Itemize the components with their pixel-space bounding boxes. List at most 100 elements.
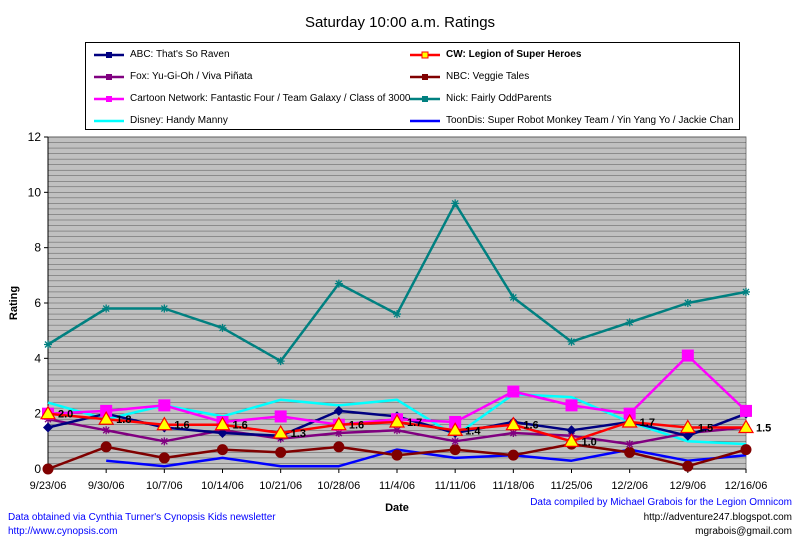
email-address[interactable]: mgrabois@gmail.com (695, 526, 792, 537)
data-label: 1.6 (523, 420, 538, 432)
series-2-point (330, 416, 347, 431)
data-label: 1.6 (233, 420, 248, 432)
series-6-point (509, 293, 518, 302)
x-tick-label: 11/11/06 (435, 480, 476, 492)
series-6-point (567, 337, 576, 346)
series-3-point (625, 440, 634, 449)
series-1-point (43, 422, 53, 433)
legend-swatch (410, 96, 440, 102)
series-5-point (158, 399, 171, 412)
series-2-point (39, 405, 57, 420)
source-url[interactable]: http://www.cynopsis.com (8, 526, 118, 537)
data-label: 1.6 (349, 420, 364, 432)
legend-label: Cartoon Network: Fantastic Four / Team G… (130, 93, 411, 104)
x-tick-label: 12/16/06 (725, 480, 768, 492)
series-6-point (44, 340, 52, 349)
data-label: 1.7 (407, 417, 422, 429)
y-tick-label: 6 (34, 296, 41, 310)
series-4-point (449, 444, 461, 456)
series-2-point (388, 413, 406, 428)
series-2-point (156, 416, 173, 431)
legend-label: ToonDis: Super Robot Monkey Team / Yin Y… (446, 115, 734, 126)
series-3-point (393, 426, 401, 435)
series-6-point (218, 323, 227, 332)
legend-swatch (94, 119, 124, 123)
legend-swatch (410, 74, 440, 80)
series-3-point (451, 437, 460, 446)
data-label: 1.6 (174, 420, 189, 432)
y-tick-label: 8 (34, 241, 41, 255)
series-1-point (333, 405, 344, 416)
legend-swatch (410, 51, 440, 59)
series-4-point (42, 463, 54, 475)
x-axis-label: Date (385, 502, 409, 514)
series-6-point (393, 310, 401, 319)
legend-swatch (410, 119, 440, 123)
x-tick-label: 9/23/06 (30, 480, 67, 492)
blog-url[interactable]: http://adventure247.blogspot.com (643, 512, 792, 523)
series-4-point (624, 446, 636, 458)
y-tick-label: 2 (34, 407, 41, 421)
x-tick-label: 12/9/06 (669, 480, 706, 492)
x-tick-label: 9/30/06 (88, 480, 125, 492)
series-5-point (740, 404, 752, 417)
series-3-point (334, 429, 343, 438)
x-tick-label: 12/2/06 (611, 480, 648, 492)
legend-label: ABC: That's So Raven (130, 49, 230, 60)
series-6-point (334, 279, 343, 288)
chart-title: Saturday 10:00 a.m. Ratings (304, 14, 496, 31)
y-tick-label: 12 (28, 130, 42, 144)
series-2-point (272, 424, 289, 439)
data-label: 1.5 (698, 423, 713, 435)
data-label: 2.0 (58, 409, 73, 421)
series-2-point (621, 413, 638, 428)
legend-label: NBC: Veggie Tales (446, 71, 530, 82)
series-2-point (679, 419, 696, 434)
legend-swatch (94, 96, 124, 102)
series-4-point (682, 460, 694, 472)
legend-label: Disney: Handy Manny (130, 115, 228, 126)
series-2-point (737, 419, 755, 434)
series-3-point (509, 429, 518, 438)
series-1-point (217, 428, 228, 439)
data-label: 1.5 (756, 423, 771, 435)
series-3-point (102, 426, 111, 435)
x-tick-label: 10/28/06 (317, 480, 360, 492)
data-label: 1.4 (465, 425, 481, 437)
data-label: 1.0 (582, 436, 597, 448)
series-5-point (565, 399, 578, 412)
series-6-point (451, 199, 460, 208)
series-5-point (623, 407, 636, 420)
series-5-point (274, 410, 287, 423)
legend-swatch (94, 52, 124, 58)
series-5-point (100, 404, 113, 417)
source-note: Data obtained via Cynthia Turner's Cynop… (8, 512, 276, 523)
x-tick-label: 11/18/06 (492, 480, 534, 492)
series-2-point (447, 422, 464, 436)
x-tick-label: 11/4/06 (379, 480, 415, 492)
series-6-point (742, 287, 750, 296)
y-tick-label: 4 (34, 351, 41, 365)
legend: ABC: That's So Raven CW: Legion of Super … (85, 42, 740, 130)
series-2-point (505, 416, 522, 431)
series-1-point (566, 425, 577, 436)
legend-label: Nick: Fairly OddParents (446, 93, 552, 104)
data-label: 1.3 (291, 428, 306, 440)
data-label: 1.7 (640, 417, 655, 429)
series-2-point (214, 416, 231, 431)
series-1-point (682, 430, 693, 441)
series-6-point (276, 357, 285, 366)
series-6-point (625, 318, 634, 327)
y-tick-label: 0 (34, 462, 41, 476)
series-8-line (106, 448, 747, 468)
y-axis-label: Rating (8, 286, 20, 320)
legend-swatch (94, 74, 124, 80)
x-tick-label: 10/14/06 (201, 480, 244, 492)
x-tick-label: 11/25/06 (550, 480, 592, 492)
series-5-point (681, 349, 694, 362)
series-5-point (507, 385, 520, 398)
series-4-point (391, 449, 403, 461)
y-tick-label: 10 (28, 185, 42, 199)
series-4-point (740, 444, 752, 456)
